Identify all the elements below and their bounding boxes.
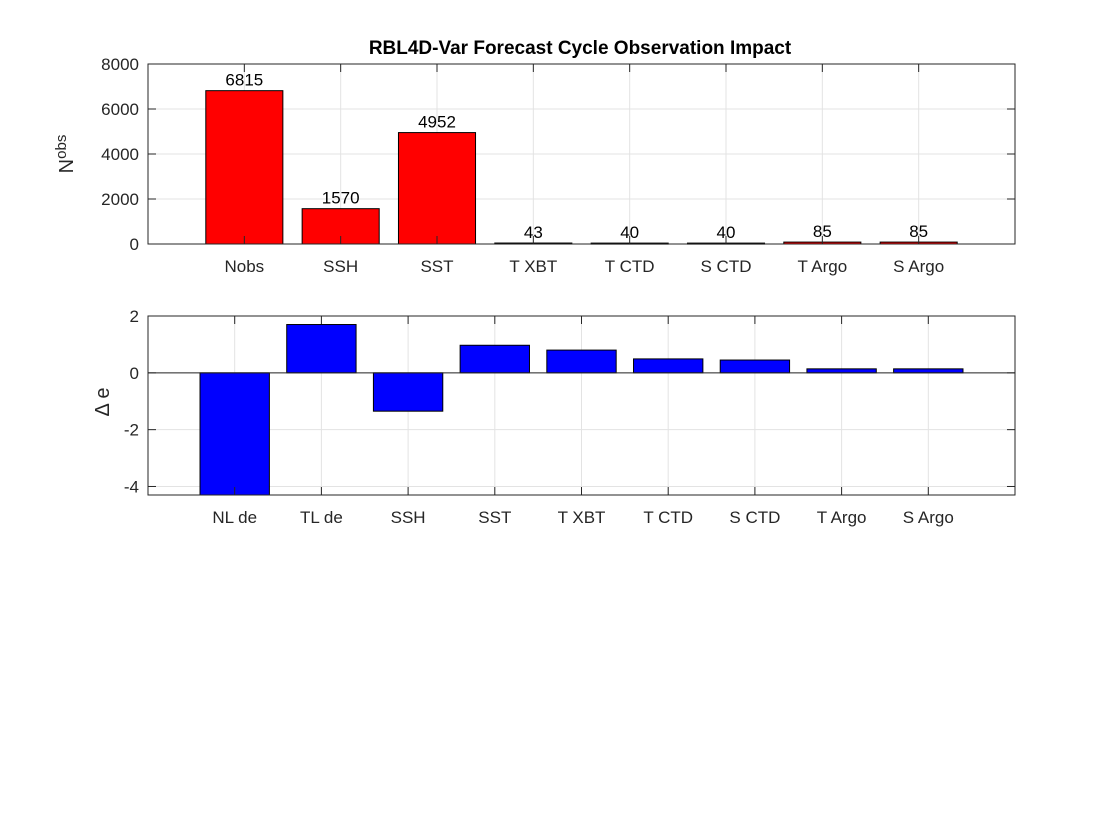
bar-data-label: 6815 [225,71,263,90]
bottom-chart-y-axis-label: Δ e [92,388,114,417]
y-axis-label-subscript: obs [53,135,70,159]
y-tick-label: 4000 [101,145,139,164]
y-tick-label: 2 [130,307,139,326]
bar-data-label: 85 [813,222,832,241]
x-tick-label: S CTD [701,257,752,276]
top-chart-y-ticks: 0 2000 4000 6000 8000 [101,55,1015,254]
x-tick-label: SSH [323,257,358,276]
bar-nobs [205,90,284,245]
top-chart-data-labels: 6815 1570 4952 43 40 40 85 85 [225,71,928,242]
bar-s-argo [893,368,964,374]
bar-t-xbt [546,349,617,374]
bar-data-label: 4952 [418,113,456,132]
bar-sst [459,344,530,374]
x-tick-label: NL de [212,508,257,527]
y-tick-label: -2 [124,421,139,440]
x-tick-label: S Argo [903,508,954,527]
x-tick-label: T CTD [643,508,693,527]
bar-data-label: 85 [909,222,928,241]
y-axis-label-main: N [56,159,78,173]
x-tick-label: S CTD [729,508,780,527]
bar-data-label: 40 [717,223,736,242]
bar-data-label: 1570 [322,189,360,208]
x-tick-label: T XBT [558,508,606,527]
x-tick-label: T Argo [817,508,867,527]
bar-ssh [372,372,444,412]
bar-data-label: 40 [620,223,639,242]
x-tick-label: Nobs [224,257,264,276]
bottom-chart-error-change: -4 -2 0 2 NL de TL de SSH SST T XBT T CTD S CTD T … [92,307,1016,527]
bottom-chart-bars [199,324,964,496]
top-chart-y-axis-label: Nobs [53,135,78,174]
bar-t-argo [806,368,877,374]
y-tick-label: 0 [130,235,139,254]
y-tick-label: 2000 [101,190,139,209]
chart-title: RBL4D-Var Forecast Cycle Observation Imp… [369,38,792,59]
y-tick-label: 6000 [101,100,139,119]
bottom-chart-y-ticks: -4 -2 0 2 [124,307,1015,496]
x-tick-label: SST [478,508,511,527]
y-tick-label: 8000 [101,55,139,74]
x-tick-label: SSH [391,508,426,527]
top-chart-observation-counts: RBL4D-Var Forecast Cycle Observation Imp… [53,38,1016,276]
x-tick-label: T XBT [509,257,557,276]
bar-data-label: 43 [524,223,543,242]
x-tick-label: T CTD [605,257,655,276]
x-tick-label: SST [420,257,453,276]
top-chart-x-ticks: Nobs SSH SST T XBT T CTD S CTD T Argo S Argo [224,64,944,276]
bar-nl-de [199,372,270,496]
bar-tl-de [286,324,357,374]
x-tick-label: S Argo [893,257,944,276]
bar-s-ctd [719,359,791,374]
y-tick-label: 0 [130,364,139,383]
x-tick-label: TL de [300,508,343,527]
x-tick-label: T Argo [797,257,847,276]
y-tick-label: -4 [124,477,139,496]
bar-sst [397,132,477,245]
bottom-chart-x-ticks: NL de TL de SSH SST T XBT T CTD S CTD T Argo S A… [212,316,954,527]
top-chart-bars [205,90,958,245]
bar-t-ctd [633,358,704,374]
